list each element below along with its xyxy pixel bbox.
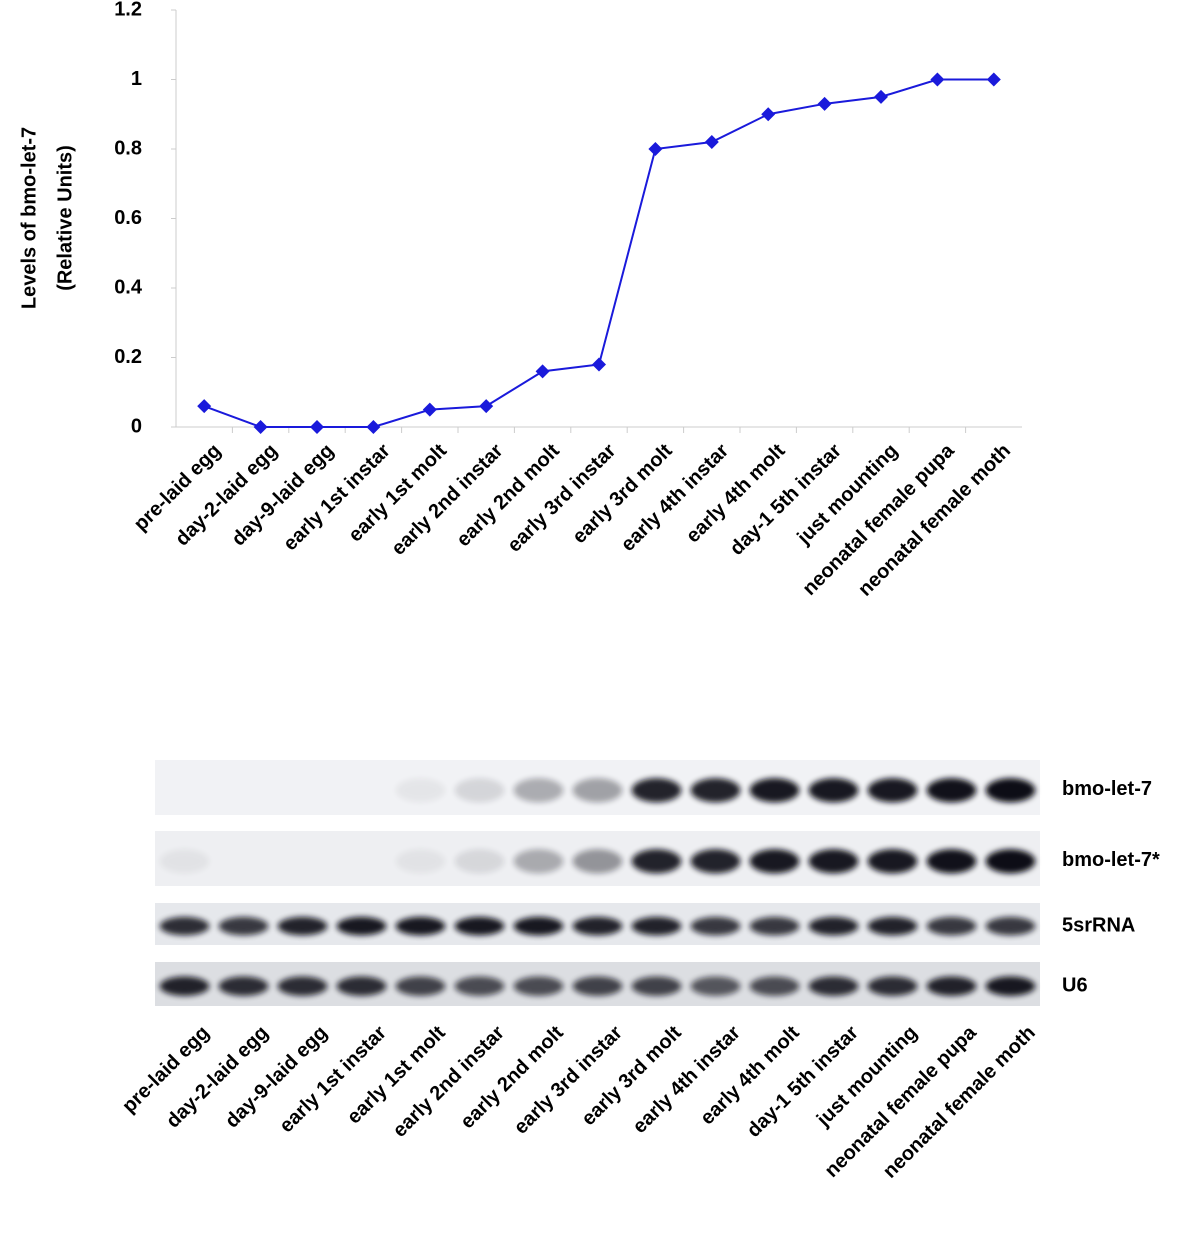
- blot-band: [749, 976, 800, 996]
- blot-band: [277, 916, 328, 936]
- x-tick-label: day-2-laid egg: [171, 440, 282, 551]
- blot-band: [395, 778, 446, 803]
- data-marker: [197, 399, 212, 414]
- blot-band: [749, 916, 800, 936]
- blot-band: [985, 849, 1036, 874]
- blot-band: [631, 778, 682, 803]
- blot-band: [808, 849, 859, 874]
- blot-band: [454, 778, 505, 803]
- blot-band: [867, 849, 918, 874]
- y-tick-label: 0.4: [114, 276, 143, 298]
- y-tick-label: 0.6: [114, 207, 142, 229]
- y-tick-label: 1: [131, 68, 142, 90]
- x-tick-label: early 3rd molt: [568, 439, 677, 548]
- data-marker: [422, 402, 437, 417]
- blot-band: [572, 778, 623, 803]
- x-tick-label: just mounting: [793, 440, 903, 550]
- blot-band: [690, 849, 741, 874]
- blot-lane-label: day-2-laid egg: [162, 1022, 273, 1133]
- blot-band: [572, 976, 623, 996]
- blot-band: [808, 778, 859, 803]
- blot-band: [454, 849, 505, 874]
- blot-band: [395, 916, 446, 936]
- data-marker: [704, 135, 719, 150]
- x-tick-label: early 4th molt: [682, 439, 790, 547]
- blot-band: [631, 849, 682, 874]
- data-marker: [535, 364, 550, 379]
- x-tick-label: early 1st molt: [344, 439, 451, 546]
- blot-band: [867, 916, 918, 936]
- y-tick-label: 1.2: [114, 0, 142, 20]
- data-marker: [310, 420, 324, 434]
- blot-band: [926, 976, 977, 996]
- blot-band: [336, 916, 387, 936]
- data-marker: [253, 420, 268, 434]
- blot-band: [159, 916, 210, 936]
- blot-band: [867, 976, 918, 996]
- blot-band: [454, 976, 505, 996]
- blot-band: [218, 916, 269, 936]
- blot-band: [690, 778, 741, 803]
- blot-band: [513, 778, 564, 803]
- x-tick-label: day-9-laid egg: [228, 440, 339, 551]
- blot-band: [808, 976, 859, 996]
- blot-image: [155, 760, 1040, 1006]
- blot-row-label: bmo-let-7*: [1062, 849, 1160, 871]
- data-marker: [366, 420, 381, 434]
- y-tick-label: 0.8: [114, 137, 142, 159]
- blot-band: [336, 976, 387, 996]
- blot-band: [513, 976, 564, 996]
- blot-band: [395, 976, 446, 996]
- data-marker: [817, 96, 832, 111]
- blot-band: [808, 916, 859, 936]
- data-marker: [874, 89, 888, 104]
- blot-band: [631, 916, 682, 936]
- blot-lane-label: early 4th instar: [629, 1022, 745, 1138]
- blot-lane-label: early 2nd molt: [456, 1021, 568, 1133]
- blot-band: [926, 916, 977, 936]
- y-tick-label: 0: [131, 415, 142, 437]
- x-tick-label: early 2nd molt: [452, 439, 564, 551]
- blot-row-label: U6: [1062, 974, 1088, 996]
- data-line: [203, 78, 994, 428]
- blot-band: [572, 849, 623, 874]
- blot-band: [572, 916, 623, 936]
- blot-band: [277, 976, 328, 996]
- blot-band: [985, 778, 1036, 803]
- blot-band: [513, 849, 564, 874]
- data-marker: [761, 107, 776, 122]
- blot-band: [749, 849, 800, 874]
- data-marker: [648, 142, 663, 156]
- blot-band: [218, 976, 269, 996]
- blot-band: [159, 849, 210, 874]
- blot-band: [749, 778, 800, 803]
- blot-lane-label: early 3rd instar: [510, 1022, 627, 1139]
- blot-band: [395, 849, 446, 874]
- blot-lane-label: early 1st instar: [275, 1022, 391, 1138]
- y-axis-label: (Relative Units): [54, 145, 76, 291]
- blot-band: [926, 778, 977, 803]
- blot-row-label: 5srRNA: [1062, 914, 1135, 936]
- blot-band: [985, 916, 1036, 936]
- data-marker: [930, 72, 945, 87]
- blot-band: [985, 976, 1036, 996]
- blot-band: [690, 976, 741, 996]
- data-marker: [479, 399, 494, 414]
- blot-band: [867, 778, 918, 803]
- y-axis-label: Levels of bmo-let-7: [18, 127, 40, 309]
- blot-lane-label: day-9-laid egg: [221, 1022, 332, 1133]
- y-tick-label: 0.2: [114, 346, 142, 368]
- blot-band: [454, 916, 505, 936]
- blot-band: [513, 916, 564, 936]
- blot-band: [690, 916, 741, 936]
- data-marker: [592, 357, 606, 372]
- blot-lane-label: early 3rd molt: [577, 1021, 686, 1130]
- data-marker: [986, 72, 1001, 87]
- blot-band: [159, 976, 210, 996]
- blot-band: [926, 849, 977, 874]
- blot-lane-label: just mounting: [812, 1022, 922, 1132]
- blot-band: [631, 976, 682, 996]
- blot-row-label: bmo-let-7: [1062, 778, 1152, 800]
